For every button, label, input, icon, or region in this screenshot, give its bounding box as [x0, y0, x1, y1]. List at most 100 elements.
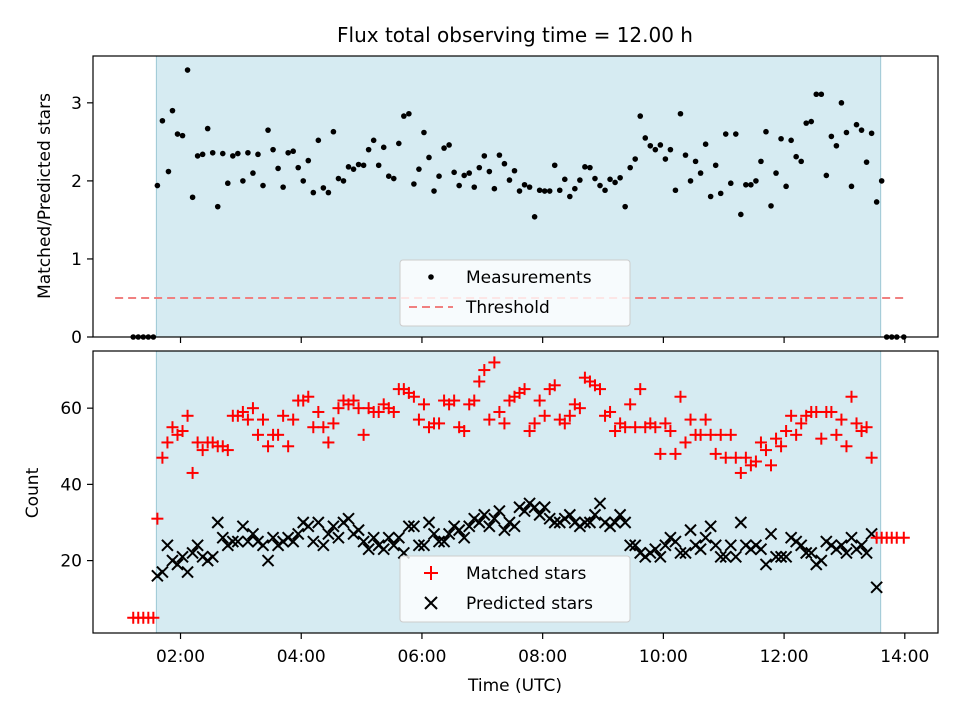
- measurement-point: [783, 183, 789, 190]
- matched-star-point: [825, 405, 838, 418]
- predicted-star-point: [191, 539, 204, 552]
- predicted-star-point: [322, 527, 335, 541]
- predicted-star-point: [593, 497, 607, 510]
- predicted-star-point: [623, 539, 637, 552]
- measurement-point: [561, 176, 568, 183]
- measurement-point: [587, 164, 593, 171]
- measurement-point: [245, 149, 251, 156]
- measurement-point: [702, 141, 709, 148]
- matched-star-point: [307, 421, 320, 434]
- predicted-star-point: [412, 539, 426, 552]
- measurement-point: [385, 173, 392, 180]
- predicted-star-point: [608, 516, 622, 529]
- measurement-point: [235, 150, 241, 157]
- measurement-point: [194, 153, 201, 159]
- measurement-point: [733, 131, 739, 137]
- predicted-star-point: [292, 527, 305, 541]
- matched-star-point: [533, 394, 546, 407]
- predicted-star-point: [483, 520, 496, 533]
- measurement-point: [411, 181, 417, 187]
- predicted-star-point: [588, 508, 602, 522]
- measurement-point: [682, 152, 689, 158]
- predicted-star-point: [533, 508, 546, 522]
- measurement-point: [627, 164, 633, 171]
- measurement-point: [863, 159, 870, 165]
- measurement-point: [275, 165, 281, 172]
- measurement-point: [496, 152, 503, 158]
- measurement-point: [421, 129, 427, 136]
- matched-star-point: [684, 413, 697, 426]
- measurement-point: [828, 133, 835, 140]
- predicted-star-point: [266, 531, 280, 544]
- matched-star-point: [679, 436, 692, 449]
- predicted-star-point: [840, 546, 853, 560]
- x-tick-label: 14:00: [880, 647, 929, 667]
- measurement-point: [350, 166, 357, 172]
- predicted-star-point: [241, 535, 255, 548]
- measurement-point: [501, 160, 508, 167]
- measurement-point: [335, 175, 342, 182]
- predicted-star-point: [674, 546, 687, 560]
- predicted-star-point: [659, 539, 672, 552]
- measurement-point: [456, 182, 462, 189]
- measurement-point: [738, 211, 744, 218]
- matched-star-point: [634, 383, 647, 396]
- matched-star-point: [147, 611, 160, 624]
- measurement-point: [370, 137, 377, 144]
- measurement-point: [642, 135, 649, 141]
- measurement-point: [451, 169, 457, 176]
- top-x-ticks: [179, 337, 906, 343]
- measurement-point: [290, 148, 296, 155]
- measurement-point: [758, 158, 764, 165]
- predicted-star-point: [498, 523, 511, 537]
- matched-star-point: [317, 421, 330, 434]
- legend-predicted-label: Predicted stars: [466, 594, 593, 614]
- matched-star-point: [498, 417, 511, 430]
- measurement-point: [647, 142, 654, 149]
- predicted-star-point: [578, 516, 592, 529]
- measurement-point: [184, 67, 191, 73]
- predicted-star-point: [342, 512, 355, 525]
- matched-star-point: [407, 390, 420, 403]
- predicted-star-point: [654, 550, 667, 563]
- measurement-point: [300, 178, 307, 184]
- measurement-point: [722, 131, 729, 137]
- measurement-point: [476, 164, 483, 171]
- matched-star-point: [372, 405, 385, 418]
- bottom-y-tick-label: 40: [60, 475, 82, 495]
- measurement-point: [179, 132, 186, 139]
- measurement-point: [697, 170, 704, 176]
- measurement-point: [677, 110, 684, 117]
- matched-star-point: [518, 383, 531, 396]
- measurement-point: [597, 182, 603, 189]
- measurement-point: [401, 113, 407, 119]
- predicted-star-point: [432, 535, 446, 548]
- legend-measurements-label: Measurements: [466, 268, 592, 288]
- predicted-stars-points: [151, 497, 883, 594]
- measurement-point: [778, 135, 784, 142]
- matched-star-point: [709, 447, 722, 460]
- matched-star-point: [433, 417, 446, 430]
- measurement-point: [687, 178, 694, 184]
- measurement-point: [441, 145, 447, 151]
- measurement-point: [768, 203, 774, 209]
- measurement-point: [617, 174, 623, 181]
- predicted-star-point: [236, 520, 250, 533]
- measurement-point: [154, 182, 161, 189]
- measurement-point: [255, 151, 261, 158]
- predicted-star-point: [754, 542, 768, 556]
- matched-star-point: [770, 432, 783, 445]
- measurement-point: [652, 146, 659, 153]
- measurement-point: [305, 157, 312, 164]
- legend-measurements-marker: [428, 274, 434, 280]
- predicted-star-point: [860, 546, 873, 560]
- measurement-point: [426, 154, 432, 161]
- matched-star-point: [780, 425, 793, 438]
- measurement-point: [516, 188, 523, 194]
- measurement-point: [657, 142, 664, 148]
- measurement-point: [280, 184, 286, 190]
- matched-star-point: [483, 413, 496, 426]
- matched-star-point: [236, 405, 249, 418]
- measurement-point: [853, 121, 860, 128]
- measurement-point: [219, 150, 226, 157]
